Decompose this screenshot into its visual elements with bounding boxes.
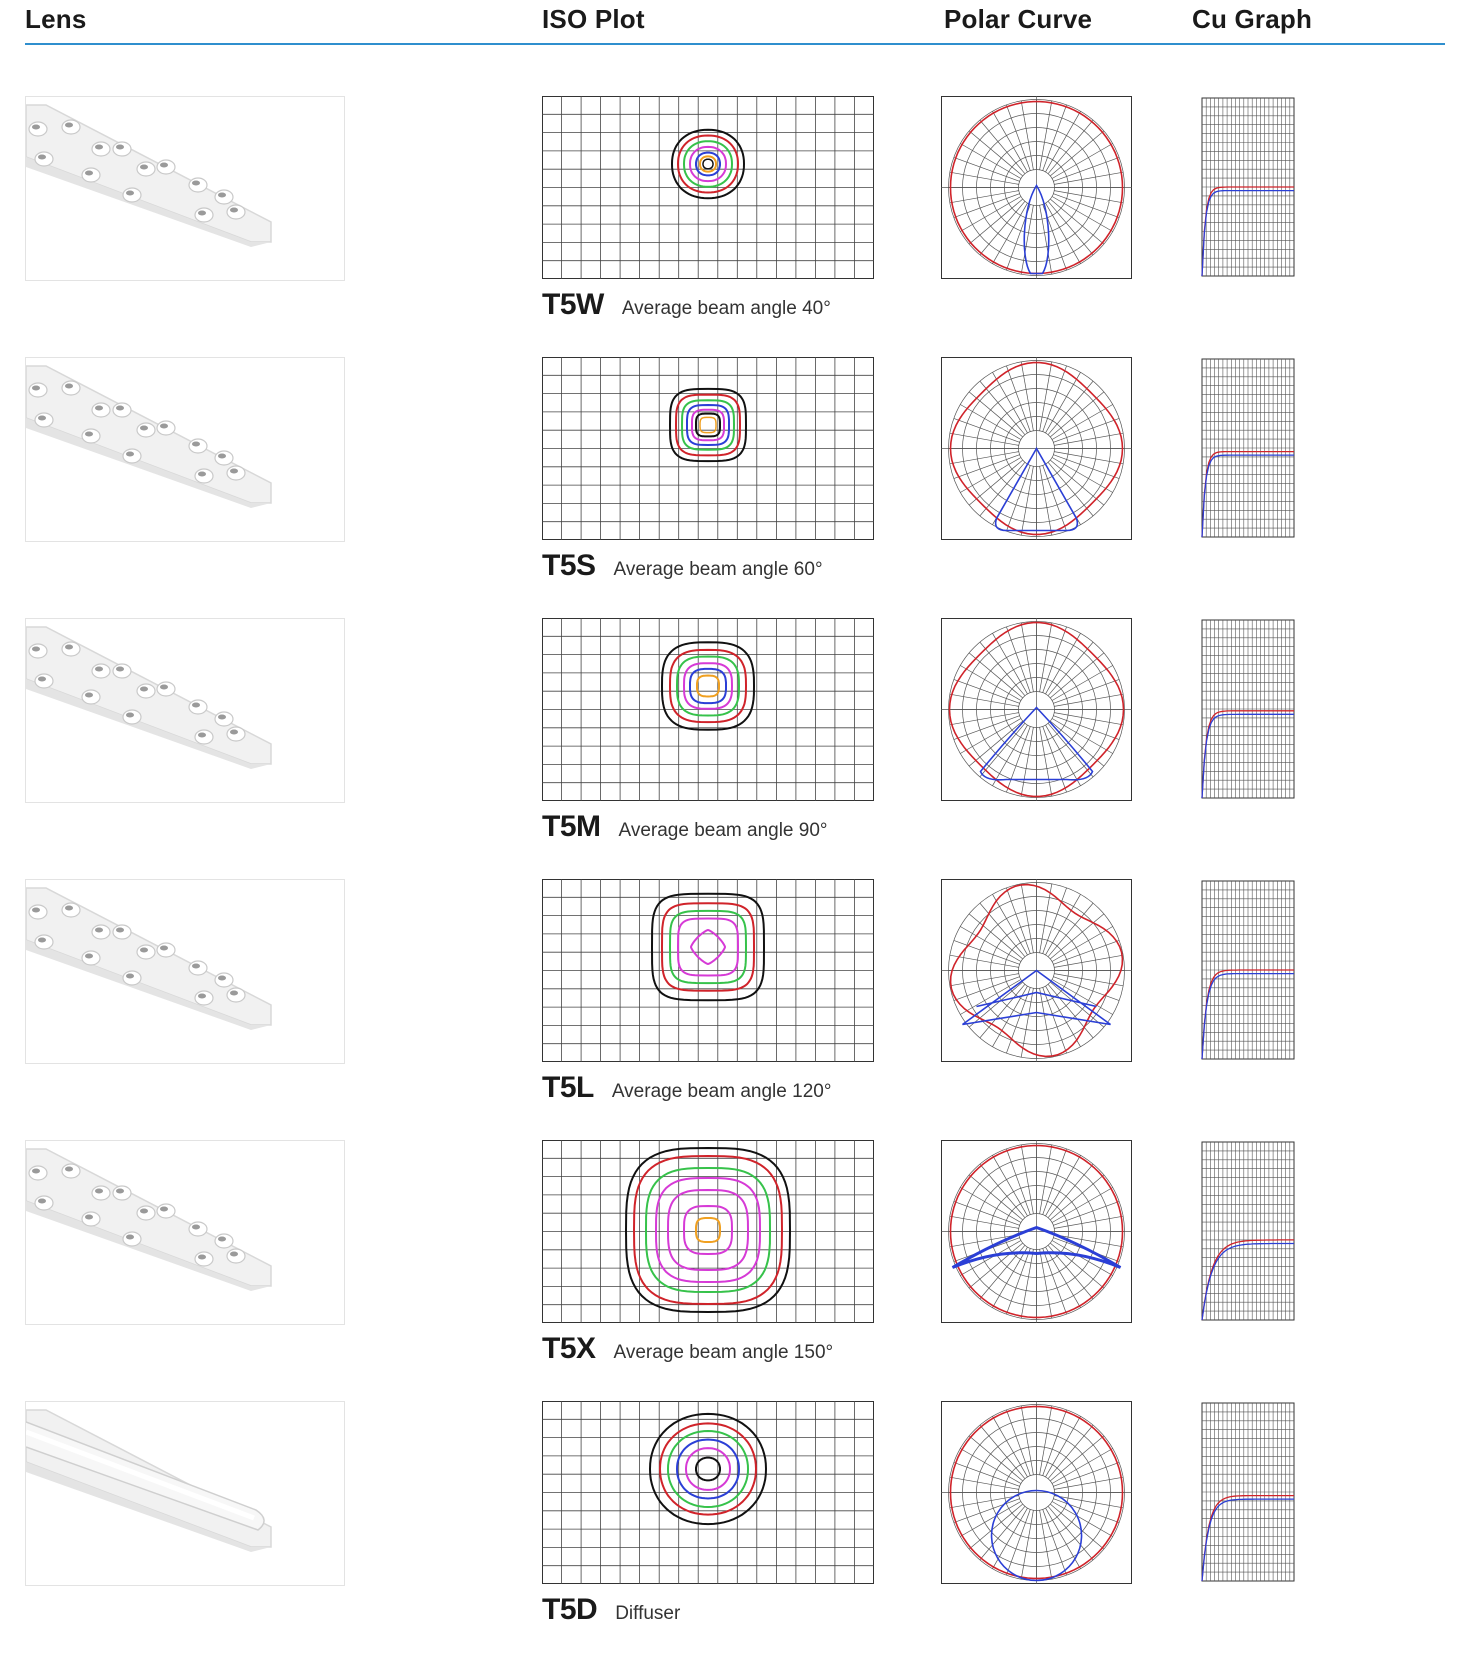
header-cu-graph: Cu Graph [1192,4,1313,34]
lens-code: T5L [542,1071,594,1104]
header-polar-curve: Polar Curve [944,4,1093,34]
lens-image [25,879,345,1064]
cu-graph [1190,1140,1300,1323]
beam-angle-text: Average beam angle 60° [613,559,823,580]
product-row: T5L Average beam angle 120° [0,879,1470,1139]
product-row: T5M Average beam angle 90° [0,618,1470,878]
polar-curve [941,96,1132,279]
lens-code: T5S [542,549,596,582]
iso-plot [542,357,874,540]
beam-angle-text: Diffuser [615,1603,681,1624]
lens-image [25,1140,345,1325]
lens-image [25,96,345,281]
polar-curve [941,618,1132,801]
header-divider [25,43,1445,45]
iso-plot [542,1140,874,1323]
beam-caption: T5S Average beam angle 60° [542,549,823,583]
polar-curve [941,879,1132,1062]
cu-graph [1190,96,1300,279]
polar-curve [941,357,1132,540]
lens-image [25,1401,345,1586]
lens-code: T5M [542,810,601,843]
cu-graph [1190,357,1300,540]
beam-caption: T5M Average beam angle 90° [542,810,828,844]
iso-plot [542,879,874,1062]
lens-code: T5W [542,288,604,321]
beam-angle-text: Average beam angle 150° [613,1342,834,1363]
beam-caption: T5W Average beam angle 40° [542,288,831,322]
beam-caption: T5L Average beam angle 120° [542,1071,831,1105]
iso-plot [542,618,874,801]
cu-graph [1190,879,1300,1062]
lens-code: T5X [542,1332,596,1365]
lens-image [25,357,345,542]
lens-image [25,618,345,803]
polar-curve [941,1401,1132,1584]
iso-plot [542,1401,874,1584]
polar-curve [941,1140,1132,1323]
iso-plot [542,96,874,279]
beam-angle-text: Average beam angle 90° [618,820,828,841]
header-lens: Lens [25,4,87,34]
header-iso-plot: ISO Plot [542,4,645,34]
product-row: T5W Average beam angle 40° [0,96,1470,356]
product-row: T5X Average beam angle 150° [0,1140,1470,1400]
beam-caption: T5X Average beam angle 150° [542,1332,833,1366]
lens-code: T5D [542,1593,598,1626]
cu-graph [1190,618,1300,801]
beam-angle-text: Average beam angle 120° [611,1081,832,1102]
cu-graph [1190,1401,1300,1584]
beam-angle-text: Average beam angle 40° [621,298,831,319]
beam-caption: T5D Diffuser [542,1593,680,1627]
product-row: T5S Average beam angle 60° [0,357,1470,617]
product-row: T5D Diffuser [0,1401,1470,1661]
